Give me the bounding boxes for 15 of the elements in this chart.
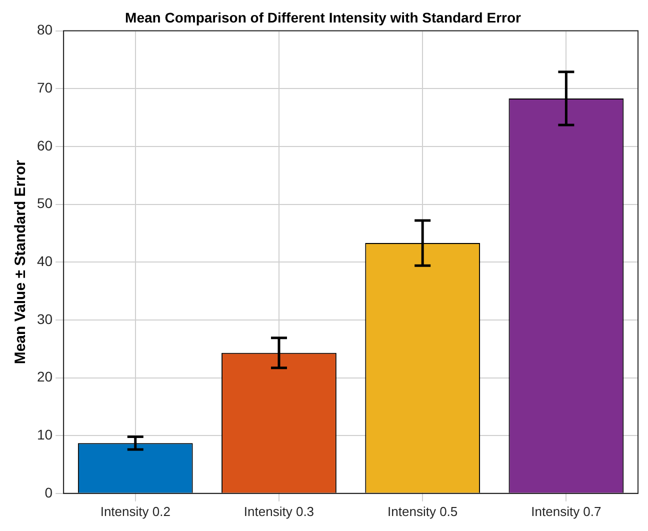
y-axis-title: Mean Value ± Standard Error xyxy=(12,160,30,364)
y-tick-label: 50 xyxy=(36,195,53,212)
y-tick-label: 40 xyxy=(36,252,53,269)
y-tick-label: 30 xyxy=(36,310,53,327)
y-tick-label: 70 xyxy=(36,79,53,96)
x-tick-label: Intensity 0.5 xyxy=(388,504,458,519)
x-tick-label: Intensity 0.2 xyxy=(100,504,170,519)
y-tick-label: 80 xyxy=(36,22,53,38)
x-tick-label: Intensity 0.3 xyxy=(244,504,314,519)
x-tick-label: Intensity 0.7 xyxy=(531,504,602,519)
y-tick-label: 60 xyxy=(36,137,53,154)
chart-title: Mean Comparison of Different Intensity with Standard Error xyxy=(125,9,522,26)
y-tick-label: 0 xyxy=(44,484,53,500)
y-tick-label: 10 xyxy=(36,426,53,442)
y-tick-label: 20 xyxy=(36,368,53,385)
